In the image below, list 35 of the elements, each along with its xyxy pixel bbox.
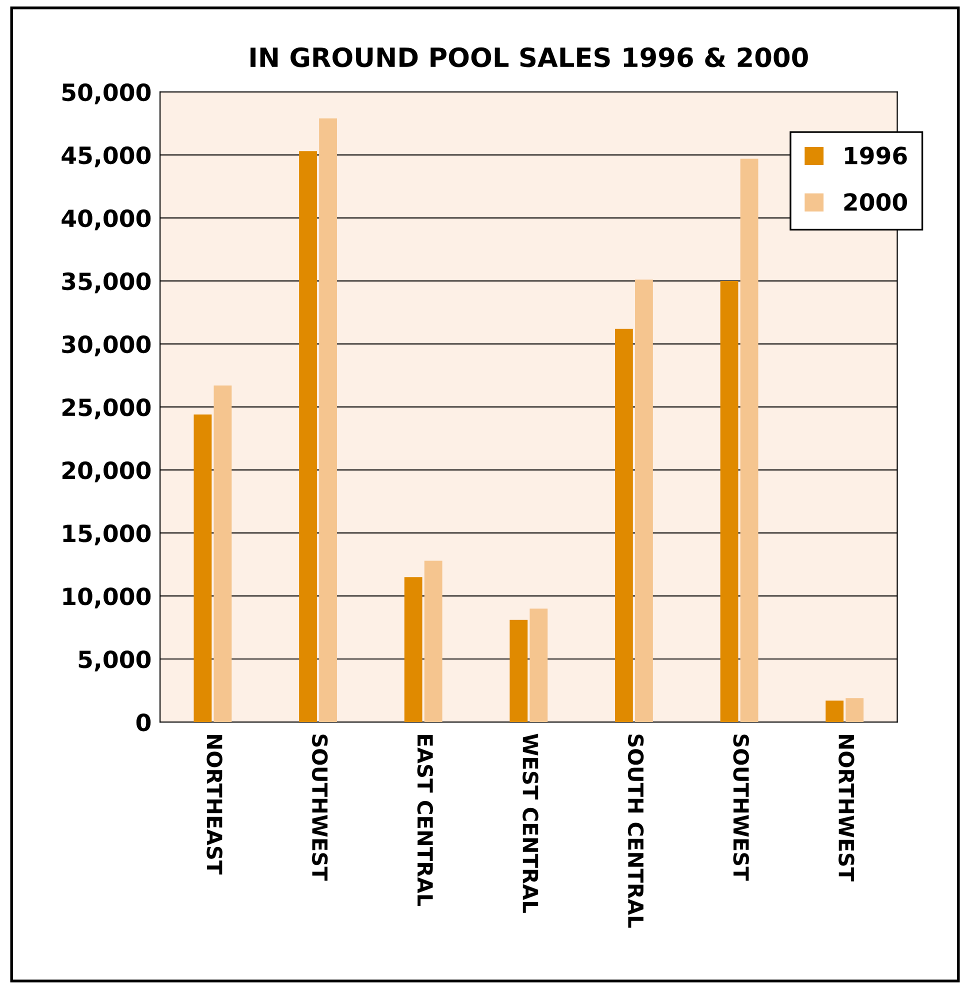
y-tick-label: 5,000	[78, 650, 151, 672]
y-tick-label: 15,000	[63, 524, 151, 546]
bar	[404, 577, 422, 722]
legend-label: 2000	[844, 193, 908, 211]
x-tick-label: SOUTH CENTRAL	[628, 734, 644, 928]
x-tick-label: WEST CENTRAL	[522, 734, 538, 913]
y-tick-label: 35,000	[62, 272, 151, 294]
y-tick-label: 10,000	[63, 587, 151, 608]
y-tick-label: 30,000	[62, 335, 151, 356]
bar	[424, 560, 442, 722]
bar	[194, 414, 212, 722]
x-tick-label: NORTHEAST	[206, 735, 222, 874]
y-tick-label: 50,000	[62, 83, 151, 104]
x-tick-label: EAST CENTRAL	[417, 735, 434, 906]
y-tick-label: 20,000	[62, 461, 151, 482]
bar	[615, 328, 633, 722]
bar	[214, 386, 232, 722]
bar	[319, 118, 337, 722]
bar	[299, 151, 317, 722]
bar	[720, 280, 738, 722]
chart-title: IN GROUND POOL SALES 1996 & 2000	[250, 47, 808, 68]
bar	[530, 608, 548, 722]
x-tick-label: NORTHWEST	[838, 735, 854, 882]
x-tick-label: SOUTHWEST	[733, 734, 749, 881]
y-tick-label: 25,000	[62, 398, 151, 420]
bar	[826, 700, 844, 722]
bar	[635, 280, 653, 722]
legend-label: 1996	[845, 146, 907, 165]
bar	[740, 158, 758, 722]
y-tick-label: 0	[136, 713, 151, 732]
bar	[510, 620, 528, 722]
x-tick-label: SOUTHWEST	[312, 734, 328, 881]
y-tick-label: 45,000	[62, 146, 151, 168]
y-tick-label: 40,000	[62, 209, 151, 230]
bar	[846, 698, 864, 722]
